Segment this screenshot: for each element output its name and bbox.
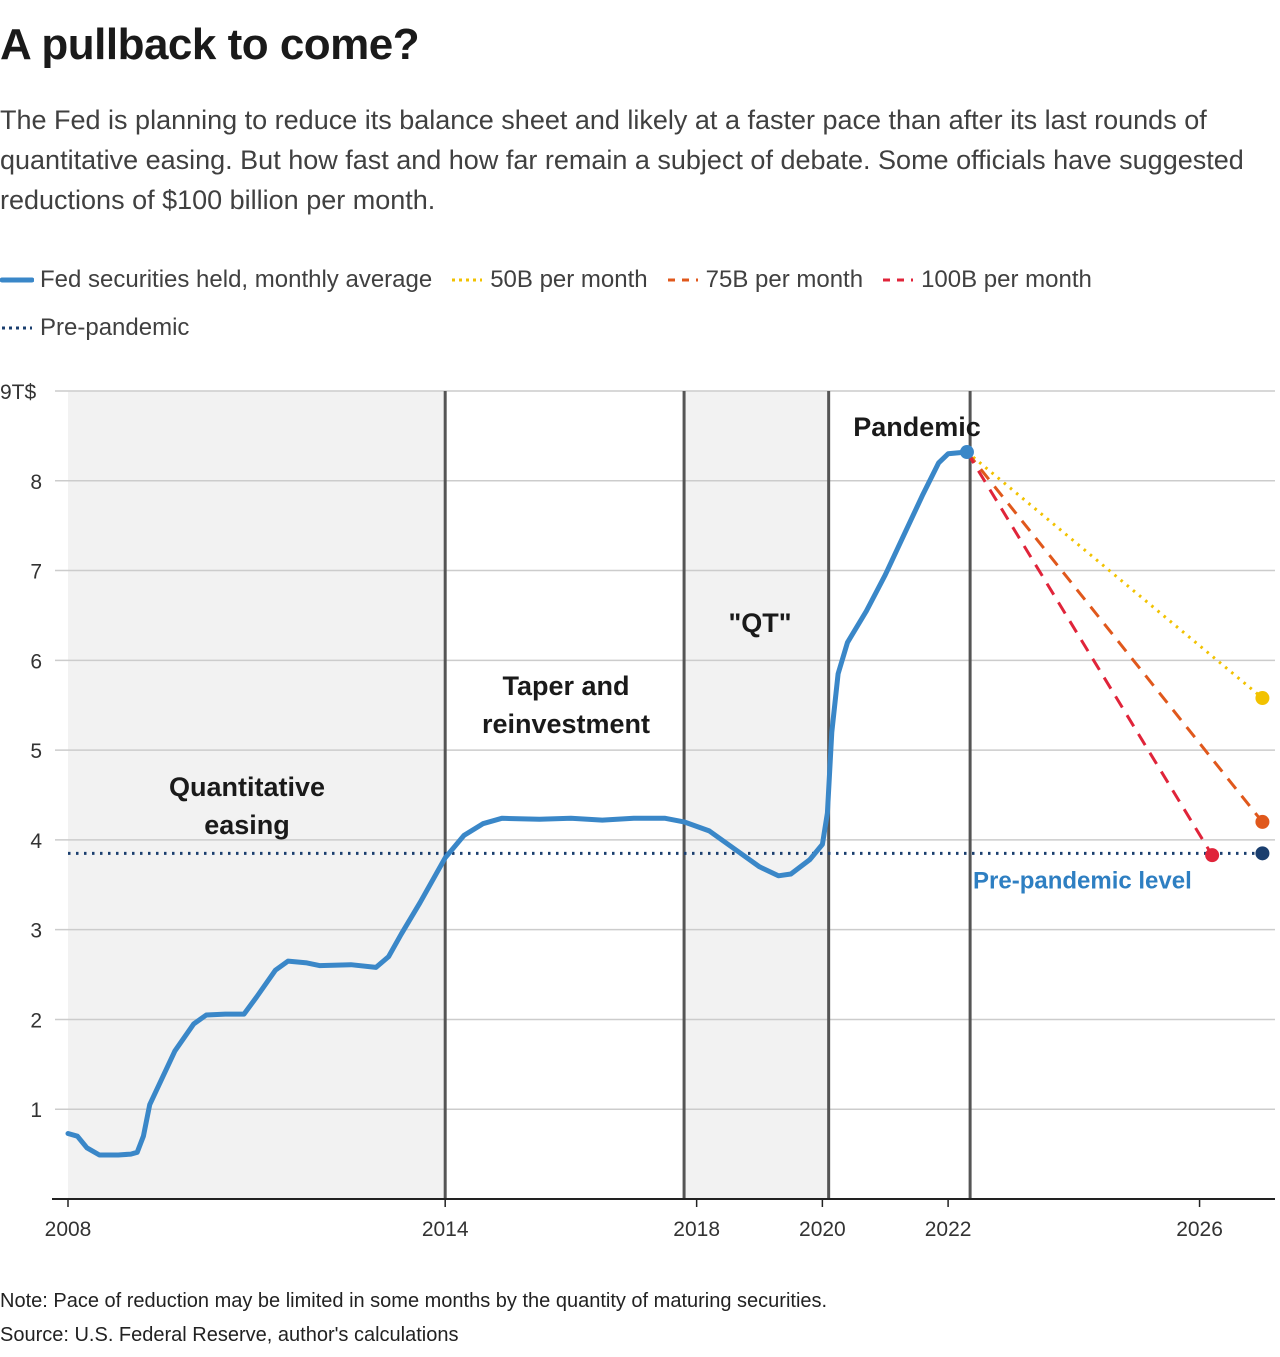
period-label-3-line-0: Pandemic — [853, 412, 981, 442]
legend-swatch-dotted-icon — [452, 278, 483, 282]
reference-line-label: Pre-pandemic level — [973, 867, 1192, 894]
y-tick-label-6: 6 — [30, 650, 42, 673]
x-tick-label-2014: 2014 — [422, 1218, 469, 1241]
series-line-2 — [965, 451, 1264, 823]
chart-subtitle: The Fed is planning to reduce its balanc… — [0, 105, 1244, 215]
legend-swatch-dashed-icon — [883, 278, 914, 282]
series-line-0 — [65, 449, 970, 1158]
period-label-0-line-0: Quantitative — [169, 772, 325, 802]
y-tick-label-5: 5 — [30, 740, 42, 763]
chart-source: Source: U.S. Federal Reserve, author's c… — [0, 1324, 459, 1346]
x-tick-label-2008: 2008 — [45, 1218, 92, 1241]
series-line-3 — [965, 451, 1214, 856]
legend-row-2: Pre-pandemic — [0, 310, 1275, 346]
chart-title: A pullback to come? — [0, 20, 420, 69]
y-axis-unit-label: 9T$ — [0, 381, 37, 404]
series-line-1 — [966, 450, 1264, 700]
line-chart: 1 2 3 4 5 6 7 8 9T$ 2008 2014 2018 2020 2022 2026 Quant… — [0, 381, 1275, 1241]
y-tick-label-2: 2 — [30, 1009, 42, 1032]
y-tick-label-4: 4 — [30, 830, 42, 853]
x-tick-label-2022: 2022 — [925, 1218, 972, 1241]
legend-item-50b: 50B per month — [450, 266, 648, 294]
legend-label: 75B per month — [705, 266, 864, 293]
legend-swatch-solid-icon — [0, 277, 34, 283]
period-label-0-line-1: easing — [204, 810, 290, 840]
period-label-2-line-0: "QT" — [728, 608, 791, 638]
period-shade-0 — [68, 391, 446, 1199]
y-tick-label-1: 1 — [30, 1099, 42, 1122]
period-label-1-line-0: Taper and — [502, 671, 629, 701]
legend-label: Pre-pandemic — [40, 314, 190, 341]
legend-row-1: Fed securities held, monthly average 50B… — [0, 262, 1275, 298]
legend-label: 50B per month — [490, 266, 648, 293]
series-end-point-2 — [1255, 814, 1270, 829]
chart-note: Note: Pace of reduction may be limited i… — [0, 1290, 828, 1312]
legend-label: Fed securities held, monthly average — [40, 266, 433, 293]
period-label-1-line-1: reinvestment — [482, 709, 650, 739]
series-end-point-0 — [959, 445, 974, 460]
series-end-point-1 — [1255, 691, 1270, 706]
legend-item-fed-securities: Fed securities held, monthly average — [0, 266, 432, 294]
y-tick-label-7: 7 — [30, 561, 42, 584]
period-shade-2 — [684, 391, 829, 1199]
x-tick-label-2026: 2026 — [1176, 1218, 1223, 1241]
series-end-point-3 — [1205, 848, 1220, 863]
legend-item-pre-pandemic: Pre-pandemic — [0, 314, 189, 342]
legend: Fed securities held, monthly average 50B… — [0, 262, 1275, 358]
legend-label: 100B per month — [921, 266, 1092, 293]
x-tick-label-2018: 2018 — [673, 1218, 720, 1241]
y-tick-label-3: 3 — [30, 920, 42, 943]
y-tick-label-8: 8 — [30, 471, 42, 494]
legend-swatch-dotted-icon — [2, 326, 32, 330]
legend-item-75b: 75B per month — [666, 266, 863, 294]
x-tick-label-2020: 2020 — [799, 1218, 846, 1241]
legend-item-100b: 100B per month — [881, 266, 1092, 294]
legend-swatch-dashed-icon — [667, 278, 698, 282]
series-end-point-4 — [1255, 846, 1270, 861]
